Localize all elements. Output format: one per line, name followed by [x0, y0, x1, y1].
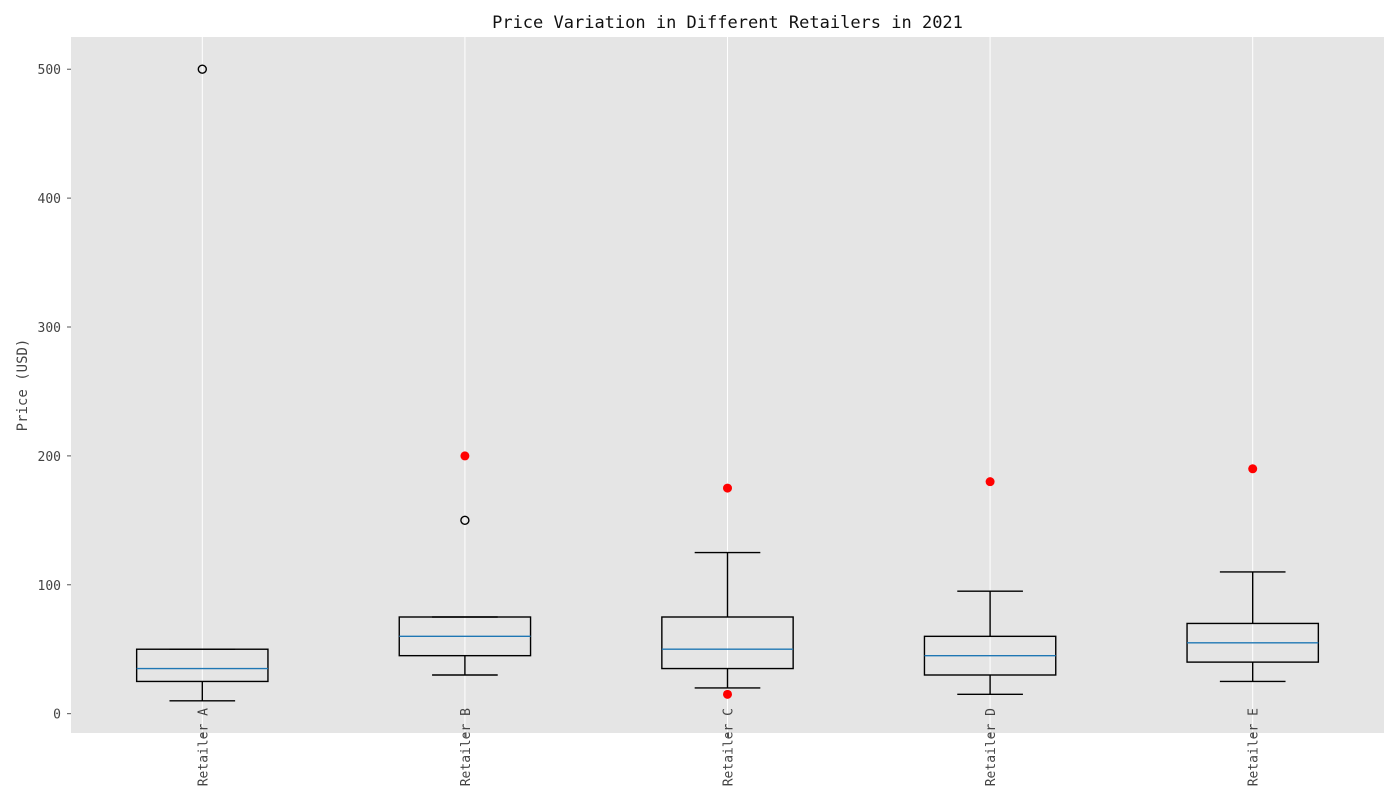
x-tick-label: Retailer E: [1247, 708, 1262, 786]
box-iqr: [661, 616, 794, 670]
chart-title: Price Variation in Different Retailers i…: [492, 13, 963, 33]
highlighted-point: [723, 483, 732, 493]
y-tick-label: 400: [38, 192, 61, 207]
y-tick-label: 0: [53, 708, 61, 723]
highlighted-point: [460, 451, 470, 461]
axis-layer: 0 100 200 300 400 500 Retailer A Retailer B Reta…: [38, 63, 1262, 786]
highlighted-point: [985, 477, 995, 487]
x-tick-label: Retailer B: [459, 708, 474, 786]
y-tick-label: 500: [38, 63, 61, 78]
highlighted-point: [1248, 464, 1258, 474]
x-tick-label: Retailer D: [984, 708, 999, 786]
y-tick-label: 200: [38, 450, 61, 465]
y-tick-label: 300: [38, 321, 61, 336]
outlier-point: [460, 515, 470, 526]
highlighted-point: [723, 689, 732, 699]
x-tick-label: Retailer C: [722, 708, 737, 786]
y-axis-label: Price (USD): [15, 339, 31, 432]
marks-layer: [135, 64, 1320, 702]
x-tick-label: Retailer A: [196, 708, 211, 786]
y-tick-label: 100: [38, 579, 61, 594]
outlier-point: [197, 64, 208, 74]
box-iqr: [135, 648, 269, 683]
